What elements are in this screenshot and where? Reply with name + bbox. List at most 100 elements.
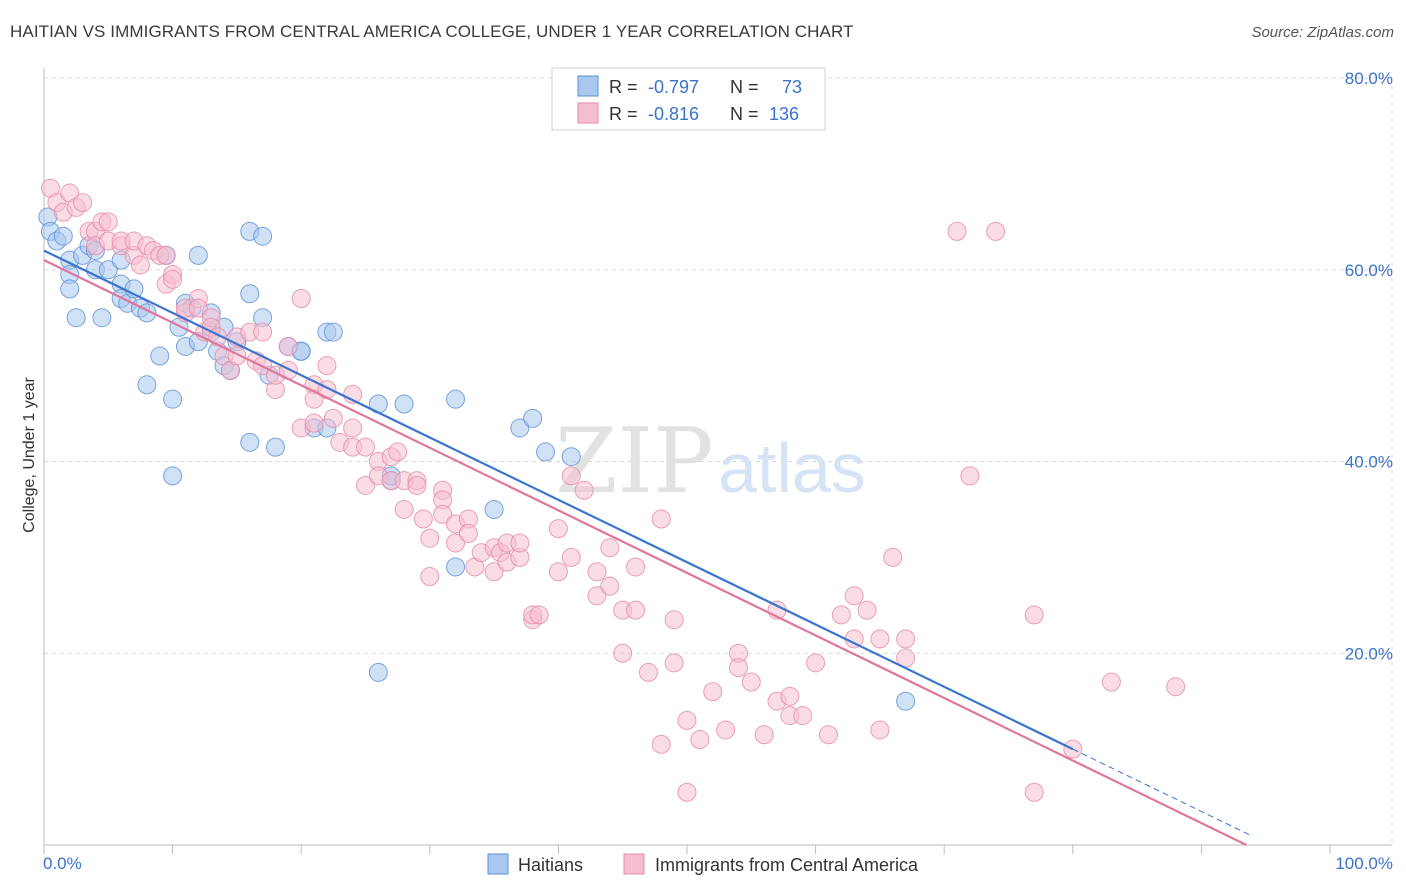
point-s1-128 (870, 720, 890, 740)
legend-swatch-haitians (577, 75, 599, 97)
point-s1-138 (1101, 672, 1121, 692)
point-s1-121 (806, 653, 826, 673)
point-s1-133 (960, 466, 980, 486)
point-s0-22 (150, 346, 170, 366)
point-s0-13 (98, 260, 118, 280)
legend-r-value-2: -0.816 (648, 104, 699, 124)
point-s1-57 (356, 475, 375, 495)
series-label-central-america: Immigrants from Central America (655, 855, 919, 875)
grid-layer (44, 77, 1393, 845)
point-s1-56 (356, 437, 375, 457)
point-s1-92 (561, 547, 581, 567)
point-s0-65 (896, 691, 916, 711)
point-s1-23 (163, 269, 183, 289)
point-s1-134 (986, 221, 1006, 241)
tick-labels: 20.0% 40.0% 60.0% 80.0% 0.0% 100.0% (43, 69, 1393, 873)
y-axis-title: College, Under 1 year (21, 377, 38, 533)
point-s1-115 (754, 725, 774, 745)
point-s0-59 (446, 557, 466, 577)
point-s1-131 (896, 629, 916, 649)
watermark-atlas: atlas (718, 429, 866, 507)
point-s1-54 (343, 418, 363, 438)
point-s1-74 (446, 533, 466, 553)
point-s1-106 (664, 610, 684, 630)
point-s0-21 (137, 375, 157, 395)
point-s1-113 (728, 658, 748, 678)
point-s1-111 (716, 720, 736, 740)
series-label-haitians: Haitians (518, 855, 583, 875)
point-s1-135 (1024, 605, 1044, 625)
point-s1-95 (587, 562, 607, 582)
points-layer (38, 178, 1186, 802)
legend-n-label-1: N = (730, 77, 759, 97)
point-s0-12 (92, 308, 112, 328)
trend-line-s0 (43, 249, 1074, 751)
x-tick-label-1: 100.0% (1335, 854, 1393, 873)
point-s0-6 (60, 279, 80, 299)
point-s1-107 (677, 710, 697, 730)
point-s1-125 (844, 586, 864, 606)
point-s1-68 (420, 528, 440, 548)
point-s1-66 (407, 475, 427, 495)
point-s1-105 (664, 653, 684, 673)
series-swatch-haitians (487, 853, 509, 875)
point-s1-67 (413, 509, 433, 529)
point-s1-127 (870, 629, 890, 649)
legend-n-value-2: 136 (769, 104, 799, 124)
point-s1-69 (420, 567, 440, 587)
point-s1-62 (388, 442, 408, 462)
series-swatch-central-america (623, 853, 645, 875)
point-s1-93 (574, 480, 594, 500)
point-s1-90 (548, 519, 568, 539)
point-s1-96 (600, 538, 620, 558)
legend-n-value-1: 73 (782, 77, 802, 97)
point-s1-126 (857, 600, 877, 620)
point-s0-57 (394, 394, 414, 414)
point-s1-123 (831, 605, 851, 625)
point-s1-88 (529, 605, 549, 625)
y-tick-label-0: 20.0% (1345, 644, 1393, 663)
trend-lines (43, 249, 1254, 846)
point-s1-100 (626, 557, 646, 577)
point-s1-122 (818, 725, 838, 745)
point-s1-80 (484, 562, 504, 582)
stats-legend: R = -0.797 N = 73 R = -0.816 N = 136 (551, 67, 826, 131)
point-s1-110 (703, 682, 723, 702)
point-s0-60 (484, 499, 504, 519)
point-s1-85 (510, 533, 530, 553)
point-s0-24 (163, 389, 183, 409)
point-s1-49 (317, 356, 337, 376)
point-s1-72 (433, 504, 453, 524)
point-s0-61 (510, 418, 530, 438)
point-s0-25 (163, 466, 183, 486)
watermark: ZIP atlas (555, 409, 866, 514)
point-s1-10 (98, 212, 118, 232)
point-s0-45 (265, 437, 285, 457)
point-s1-27 (188, 298, 208, 318)
point-s1-38 (253, 322, 273, 342)
point-s0-31 (188, 245, 208, 265)
point-s0-62 (523, 408, 543, 428)
trend-extension-s0 (1072, 748, 1254, 837)
y-tick-label-1: 40.0% (1345, 453, 1393, 472)
point-s1-139 (1166, 677, 1186, 697)
point-s1-136 (1024, 782, 1044, 802)
point-s1-94 (587, 586, 607, 606)
point-s1-51 (323, 408, 343, 428)
source-label: Source: ZipAtlas.com (1251, 24, 1394, 41)
point-s1-76 (458, 523, 478, 543)
point-s1-102 (638, 662, 658, 682)
point-s0-7 (66, 308, 86, 328)
point-s1-48 (304, 413, 324, 433)
point-s1-132 (947, 221, 967, 241)
point-s1-108 (677, 782, 697, 802)
y-tick-label-2: 60.0% (1345, 261, 1393, 280)
point-s1-91 (561, 466, 581, 486)
point-s1-99 (613, 643, 633, 663)
point-s0-39 (240, 432, 260, 452)
point-s1-114 (741, 672, 761, 692)
point-s0-64 (561, 447, 581, 467)
point-s1-89 (548, 562, 568, 582)
point-s0-54 (368, 662, 388, 682)
legend-n-label-2: N = (730, 104, 759, 124)
